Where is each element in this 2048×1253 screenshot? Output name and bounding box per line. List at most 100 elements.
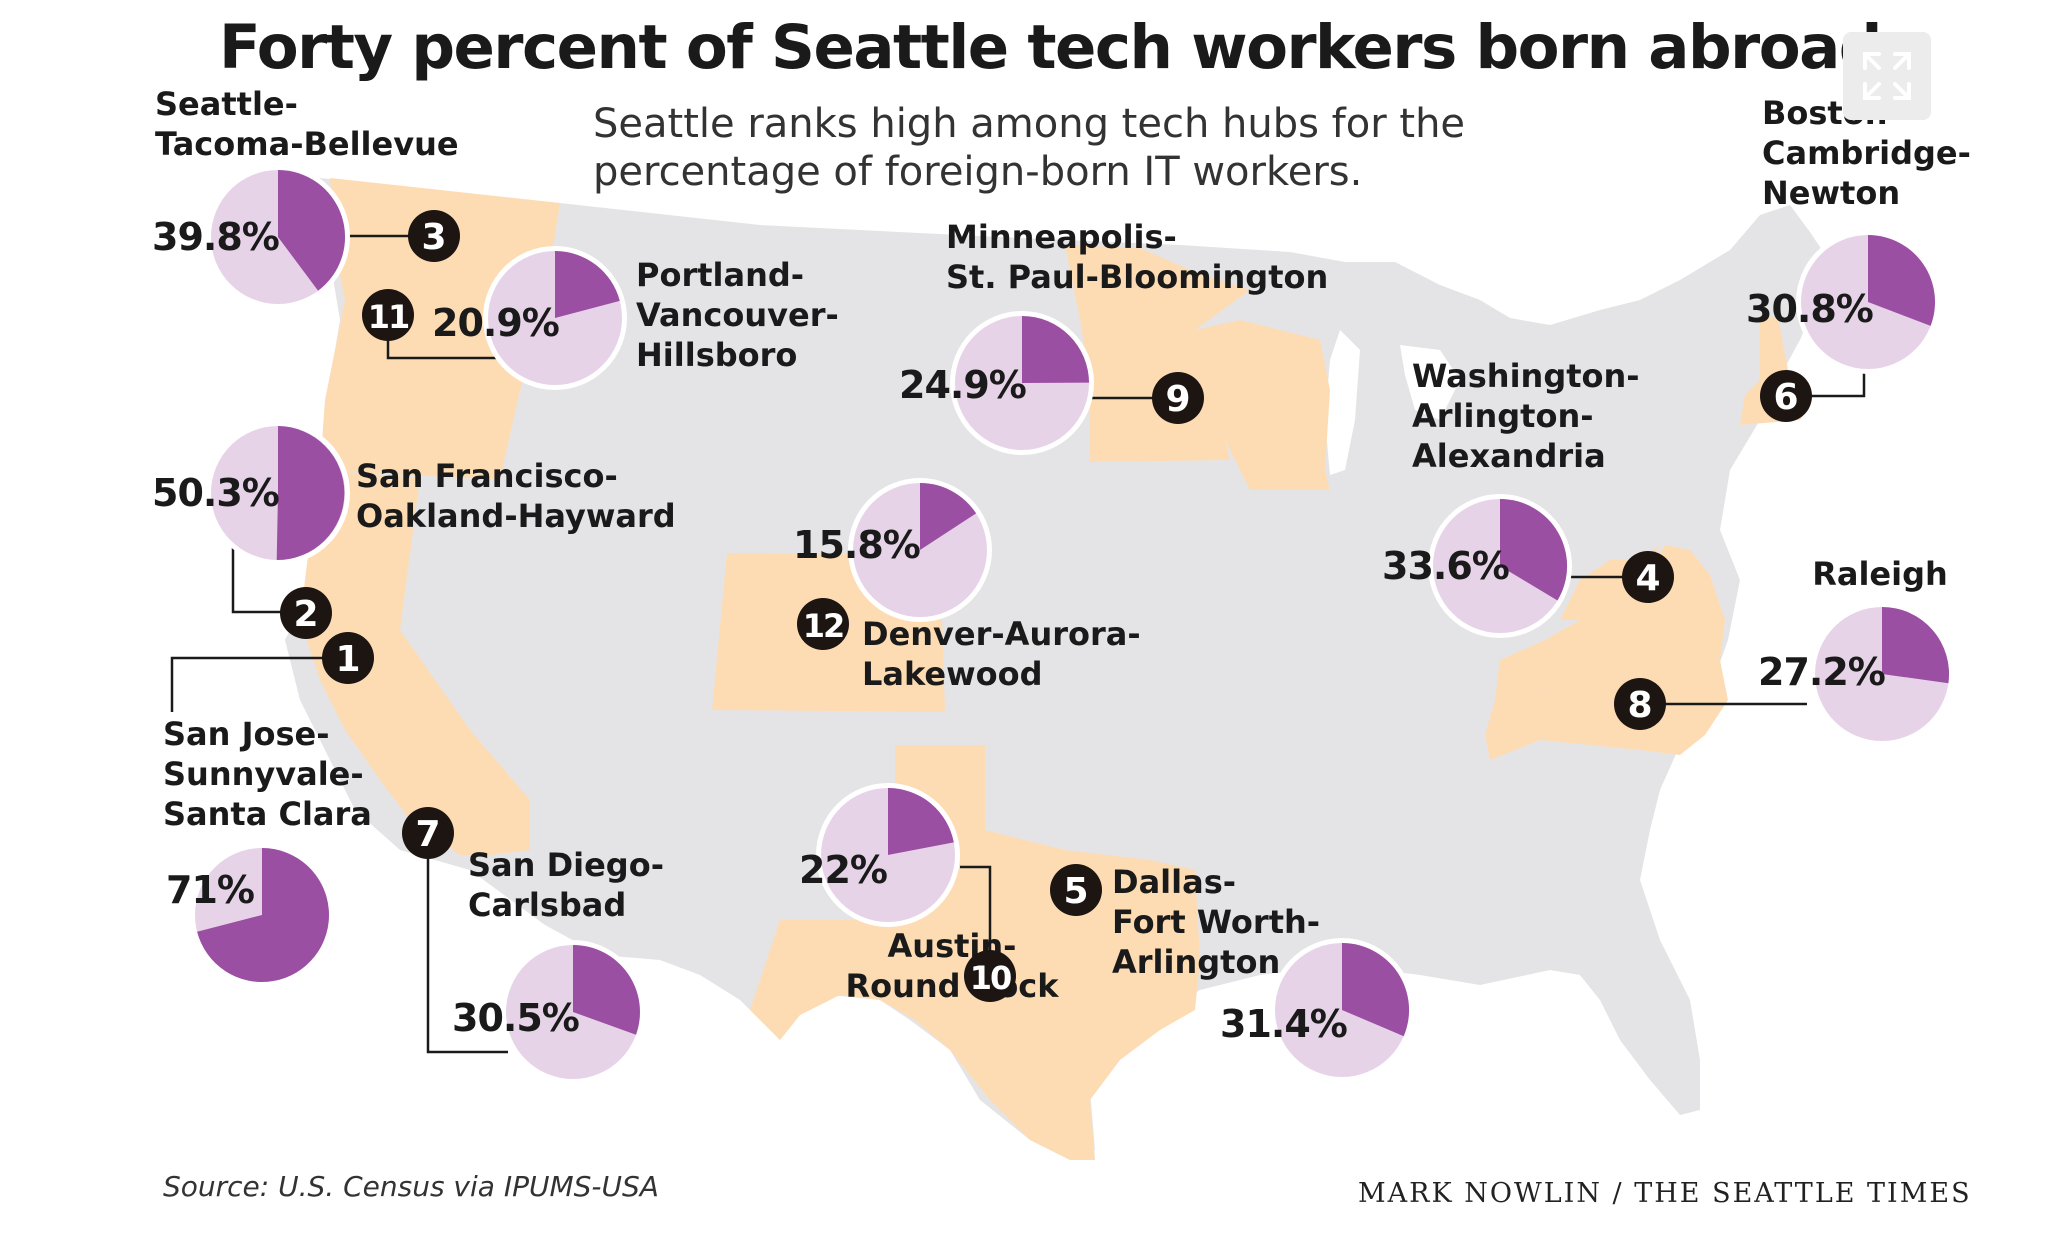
metro-name-rank-7-line-2: Carlsbad [468, 886, 626, 924]
pie-foreign-rank-9 [1022, 316, 1089, 383]
metro-name-rank-2-line-1: San Francisco- [356, 457, 618, 495]
rank-badge-rank-3 [408, 210, 460, 262]
metro-name-rank-10-line-2: Round Rock [845, 967, 1059, 1005]
metro-name-rank-6-line-3: Newton [1762, 174, 1900, 212]
metro-name-rank-5-line-1: Dallas- [1112, 863, 1236, 901]
percent-label-rank-6: 30.8% [1746, 287, 1873, 331]
state-north-carolina [1485, 660, 1728, 760]
percent-label-rank-3: 39.8% [152, 215, 279, 259]
great-lakes-huron [1400, 345, 1460, 420]
rank-badge-rank-7 [402, 807, 454, 859]
state-texas [750, 745, 1200, 1160]
metro-name-rank-9-line-2: St. Paul-Bloomington [946, 258, 1328, 296]
pie-foreign-rank-5 [1342, 943, 1410, 1037]
percent-label-rank-8: 27.2% [1758, 650, 1885, 694]
pie-charts [190, 165, 1954, 1084]
state-minnesota [1065, 245, 1250, 462]
rank-badge-rank-10 [964, 950, 1016, 1002]
rank-number-rank-7: 7 [415, 814, 440, 855]
pie-foreign-rank-4 [1500, 498, 1568, 601]
metro-name-rank-12-line-2: Lakewood [862, 655, 1043, 693]
rank-number-rank-5: 5 [1063, 871, 1088, 912]
great-lakes [1325, 330, 1360, 475]
rank-number-rank-4: 4 [1635, 558, 1660, 599]
chart-title: Forty percent of Seattle tech workers bo… [219, 12, 1882, 83]
leader-line-rank-7 [426, 855, 508, 1054]
metro-name-rank-3-line-1: Seattle- [155, 85, 298, 123]
percent-label-rank-9: 24.9% [899, 363, 1026, 407]
leader-line-rank-10 [960, 865, 992, 954]
rank-number-rank-10: 10 [970, 959, 1011, 997]
percent-label-rank-1: 71% [166, 868, 254, 912]
pie-foreign-rank-1 [197, 848, 329, 982]
us-map-base [285, 178, 1830, 1160]
subtitle-line-2: percentage of foreign-born IT workers. [593, 149, 1363, 195]
metro-name-rank-5-line-2: Fort Worth- [1112, 903, 1320, 941]
chart-subtitle: Seattle ranks high among tech hubs for t… [593, 100, 1465, 196]
metro-name-rank-11-line-1: Portland- [636, 256, 804, 294]
rank-number-rank-8: 8 [1627, 685, 1652, 726]
metro-name-rank-9-line-1: Minneapolis- [946, 218, 1177, 256]
credit-line: MARK NOWLIN / THE SEATTLE TIMES [1358, 1178, 1972, 1209]
percent-label-rank-12: 15.8% [793, 523, 920, 567]
pie-foreign-rank-3 [278, 170, 346, 291]
metro-labels: 71% San Jose-Sunnyvale-Santa Clara 50.3% Sa… [152, 85, 1971, 1046]
rank-badge-rank-1 [322, 632, 374, 684]
metro-name-rank-1-line-3: Santa Clara [163, 795, 372, 833]
metro-name-rank-3-line-2: Tacoma-Bellevue [155, 125, 459, 163]
metro-name-rank-5-line-3: Arlington [1112, 943, 1280, 981]
rank-number-rank-2: 2 [293, 594, 318, 635]
rank-badge-rank-12 [797, 598, 849, 650]
metro-name-rank-11-line-2: Vancouver- [636, 296, 839, 334]
percent-label-rank-2: 50.3% [152, 471, 279, 515]
metro-name-rank-6-line-2: Cambridge- [1762, 134, 1971, 172]
rank-badge-rank-5 [1050, 864, 1102, 916]
rank-badge-rank-9 [1152, 372, 1204, 424]
rank-number-rank-3: 3 [421, 217, 446, 258]
state-wisconsin [1190, 320, 1330, 490]
percent-label-rank-4: 33.6% [1382, 544, 1509, 588]
rank-number-rank-9: 9 [1165, 379, 1190, 420]
metro-name-rank-1-line-1: San Jose- [163, 715, 329, 753]
source-note: Source: U.S. Census via IPUMS-USA [163, 1170, 659, 1203]
rank-badge-rank-4 [1622, 551, 1674, 603]
percent-label-rank-5: 31.4% [1220, 1002, 1347, 1046]
metro-name-rank-7-line-1: San Diego- [468, 846, 664, 884]
percent-label-rank-10: 22% [799, 848, 887, 892]
pie-foreign-rank-11 [555, 251, 620, 318]
metro-name-rank-8-line-1: Raleigh [1812, 555, 1948, 593]
pie-foreign-rank-7 [573, 945, 640, 1035]
state-oregon [320, 300, 540, 480]
rank-number-rank-6: 6 [1773, 377, 1798, 418]
rank-badge-rank-11 [362, 289, 414, 341]
percent-label-rank-11: 20.9% [432, 301, 559, 345]
expand-icon [1863, 52, 1911, 100]
pie-foreign-rank-2 [276, 426, 345, 561]
expand-button[interactable] [1843, 32, 1931, 120]
rank-number-rank-11: 11 [368, 298, 409, 336]
metro-name-rank-12-line-1: Denver-Aurora- [862, 615, 1141, 653]
state-california [300, 470, 530, 855]
leader-line-rank-11 [386, 337, 498, 360]
leader-line-rank-1 [170, 656, 325, 712]
pie-foreign-rank-6 [1868, 235, 1936, 326]
percent-label-rank-7: 30.5% [452, 996, 579, 1040]
rank-badge-rank-8 [1614, 678, 1666, 730]
metro-name-rank-4-line-1: Washington- [1412, 357, 1640, 395]
rank-badge-rank-2 [280, 587, 332, 639]
rank-badge-rank-6 [1760, 370, 1812, 422]
rank-number-rank-12: 12 [803, 607, 844, 645]
subtitle-line-1: Seattle ranks high among tech hubs for t… [593, 101, 1466, 147]
metro-name-rank-1-line-2: Sunnyvale- [163, 755, 364, 793]
pie-foreign-rank-8 [1882, 607, 1950, 684]
leader-line-rank-2 [231, 540, 284, 614]
metro-name-rank-4-line-3: Alexandria [1412, 437, 1606, 475]
pie-foreign-rank-12 [920, 483, 977, 550]
metro-name-rank-4-line-2: Arlington- [1412, 397, 1594, 435]
rank-number-rank-1: 1 [335, 639, 360, 680]
pie-foreign-rank-10 [888, 788, 954, 855]
metro-name-rank-11-line-3: Hillsboro [636, 336, 797, 374]
metro-name-rank-2-line-2: Oakland-Hayward [356, 497, 676, 535]
